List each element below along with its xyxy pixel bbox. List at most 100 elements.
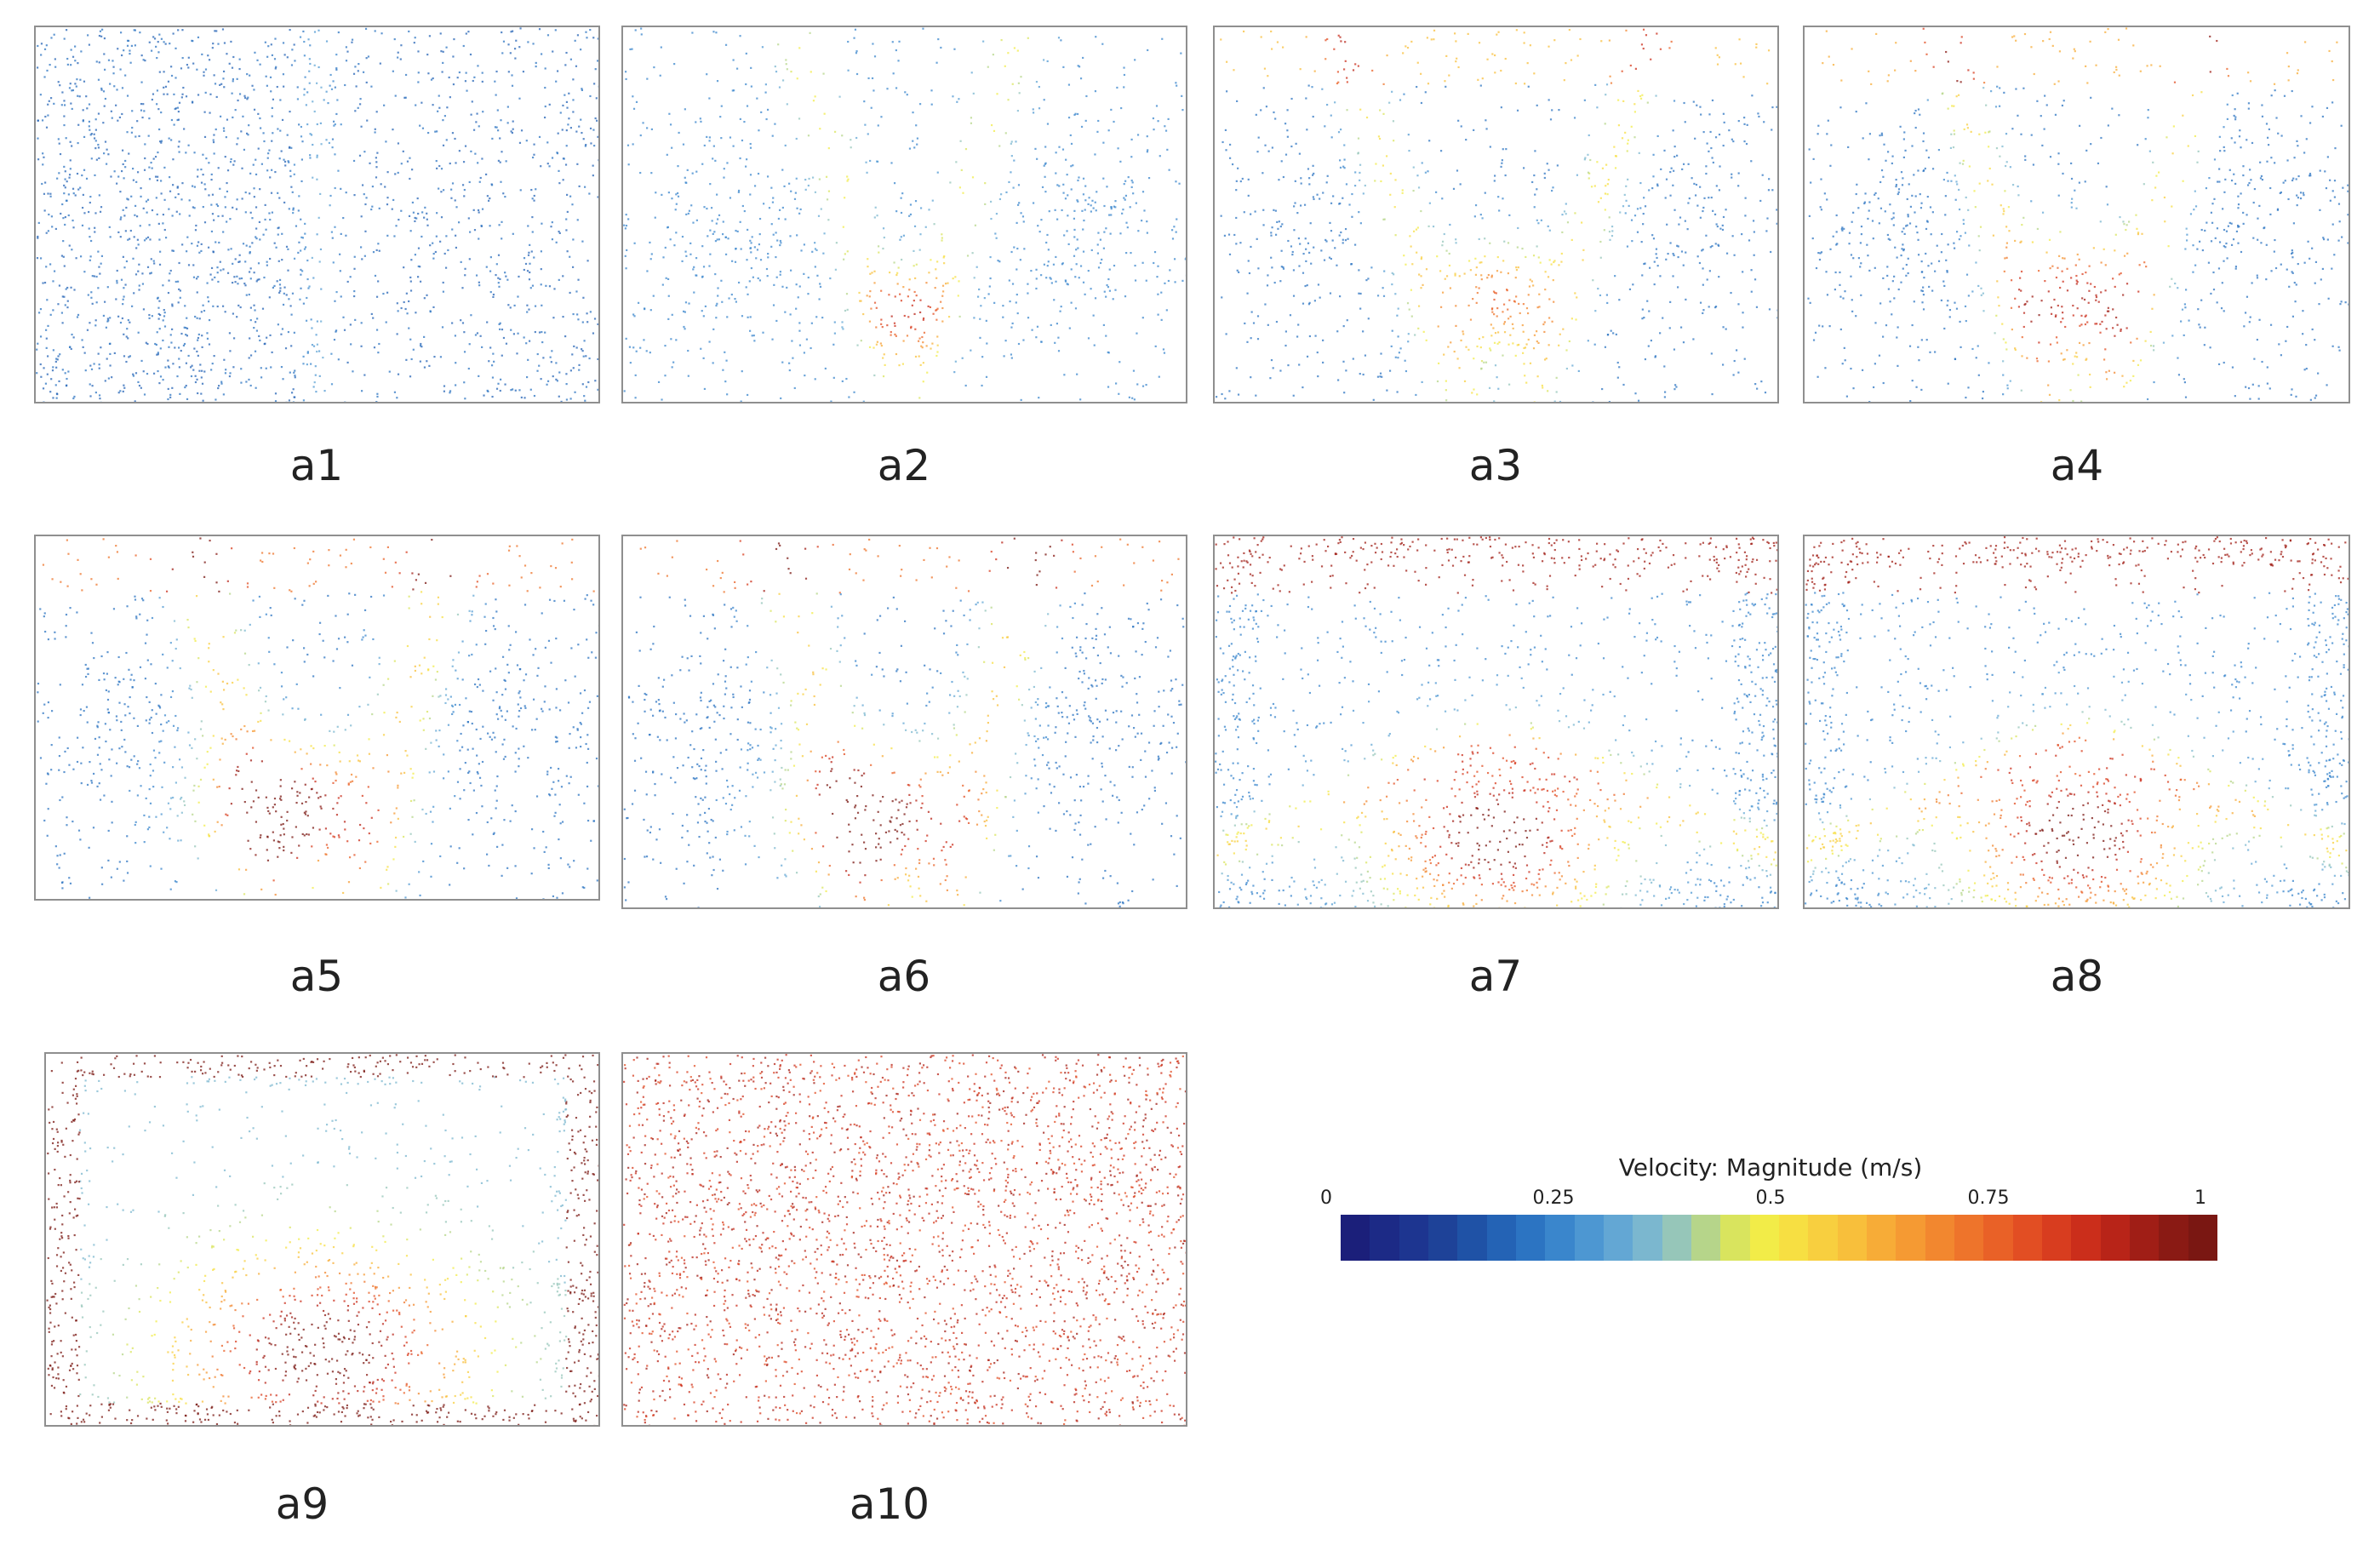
particle xyxy=(910,327,913,329)
particle xyxy=(1594,83,1597,86)
particle xyxy=(420,342,422,346)
particle xyxy=(739,157,741,160)
particle xyxy=(1532,255,1536,257)
particle xyxy=(1907,272,1909,275)
particle xyxy=(1043,99,1045,101)
particle xyxy=(1490,323,1492,326)
particle xyxy=(1035,268,1038,271)
particle xyxy=(134,214,136,216)
particle xyxy=(1124,295,1127,298)
particle xyxy=(544,331,546,334)
particle xyxy=(39,363,42,366)
particle xyxy=(311,256,313,260)
particle xyxy=(438,94,440,97)
particle xyxy=(2033,72,2035,76)
particle xyxy=(1886,274,1889,278)
particle xyxy=(1640,241,1643,243)
particle xyxy=(1002,316,1004,318)
particle xyxy=(1565,203,1567,205)
particle xyxy=(2099,331,2102,334)
particle xyxy=(919,207,923,209)
particle xyxy=(970,72,973,74)
particle xyxy=(1913,300,1915,303)
particle xyxy=(565,218,568,220)
particle xyxy=(532,43,535,45)
particle xyxy=(1274,117,1277,120)
particle xyxy=(918,340,920,342)
particle xyxy=(37,137,39,140)
particle xyxy=(158,238,161,241)
particle xyxy=(789,313,792,316)
particle xyxy=(1879,302,1882,305)
particle xyxy=(283,85,285,88)
particle xyxy=(730,293,733,296)
particle xyxy=(1118,361,1121,363)
particle xyxy=(495,126,498,129)
particle xyxy=(2014,239,2017,243)
particle xyxy=(1619,211,1622,214)
particle xyxy=(1845,395,1848,398)
particle xyxy=(900,211,903,215)
particle xyxy=(691,172,694,175)
particle xyxy=(140,186,142,190)
particle xyxy=(2217,180,2219,183)
particle xyxy=(2230,243,2234,246)
particle xyxy=(375,111,378,113)
particle xyxy=(1082,228,1084,231)
particle xyxy=(819,128,821,130)
particle xyxy=(419,345,422,347)
particle xyxy=(1417,327,1420,329)
particle xyxy=(289,371,291,374)
particle xyxy=(244,260,247,263)
particle xyxy=(784,144,787,147)
particle xyxy=(86,329,89,331)
particle xyxy=(768,207,771,209)
particle xyxy=(167,80,170,83)
particle xyxy=(109,352,112,355)
particle xyxy=(1091,199,1094,202)
particle xyxy=(224,206,226,209)
particle xyxy=(2088,341,2091,345)
particle xyxy=(146,211,148,214)
particle xyxy=(940,300,942,303)
particle xyxy=(793,386,796,390)
particle xyxy=(257,262,260,265)
particle xyxy=(971,176,975,179)
particle xyxy=(37,44,39,48)
particle xyxy=(890,162,893,164)
particle xyxy=(1010,155,1013,157)
particle xyxy=(174,196,177,198)
particle xyxy=(1444,80,1446,83)
particle xyxy=(649,258,652,260)
particle xyxy=(409,375,412,378)
particle xyxy=(1228,253,1232,255)
particle xyxy=(708,265,711,267)
particle xyxy=(461,322,465,324)
particle xyxy=(154,175,157,178)
particle xyxy=(2327,297,2330,300)
particle xyxy=(1454,272,1456,275)
particle xyxy=(2162,341,2165,344)
particle xyxy=(2035,358,2039,360)
particle xyxy=(63,165,66,168)
particle xyxy=(1968,244,1971,247)
particle xyxy=(363,374,366,376)
particle xyxy=(213,219,215,221)
particle xyxy=(253,272,255,274)
particle xyxy=(1099,261,1102,265)
particle xyxy=(1909,205,1913,208)
particle xyxy=(1599,240,1602,243)
particle xyxy=(1530,280,1533,283)
particle xyxy=(67,193,70,196)
particle xyxy=(2093,285,2096,289)
particle xyxy=(958,186,961,189)
particle xyxy=(1755,46,1758,49)
particle xyxy=(2284,180,2286,182)
particle xyxy=(2226,67,2228,71)
particle xyxy=(203,221,207,224)
particle xyxy=(1040,274,1043,277)
particle xyxy=(88,227,90,230)
particle xyxy=(438,164,441,168)
particle xyxy=(1147,49,1149,52)
particle xyxy=(739,220,741,223)
